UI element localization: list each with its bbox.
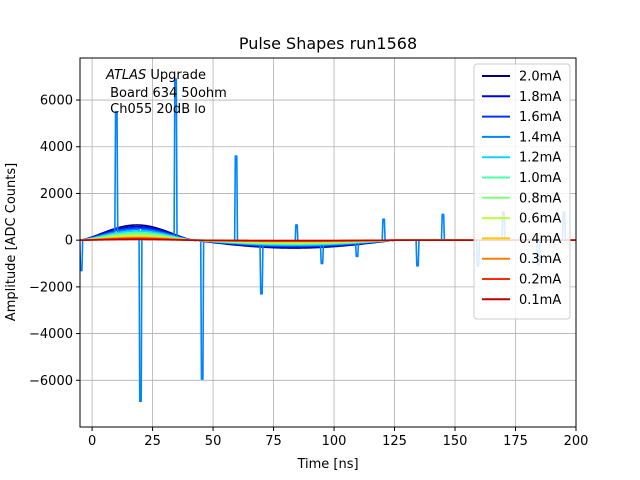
legend-label: 1.8mA — [519, 90, 561, 105]
chart-title: Pulse Shapes run1568 — [239, 34, 417, 53]
annotation-upgrade: Upgrade — [146, 68, 206, 83]
x-tick-label: 200 — [564, 434, 589, 449]
legend-label: 0.4mA — [519, 232, 561, 247]
annotation-line2: Board 634 50ohm — [106, 86, 227, 101]
x-tick-label: 75 — [265, 434, 282, 449]
x-tick-label: 0 — [88, 434, 96, 449]
y-tick-label: 2000 — [40, 187, 73, 202]
legend-label: 0.3mA — [519, 252, 561, 267]
legend-label: 0.8mA — [519, 191, 561, 206]
x-tick-label: 25 — [144, 434, 161, 449]
legend-label: 2.0mA — [519, 70, 561, 85]
legend-label: 1.4mA — [519, 130, 561, 145]
x-tick-label: 150 — [443, 434, 468, 449]
y-axis-label: Amplitude [ADC Counts] — [4, 163, 19, 321]
legend-box — [473, 63, 571, 320]
legend-label: 0.6mA — [519, 212, 561, 227]
legend-label: 1.6mA — [519, 110, 561, 125]
legend-label: 0.2mA — [519, 273, 561, 288]
x-axis-label: Time [ns] — [296, 457, 358, 472]
annotation-line1: ATLAS Upgrade — [105, 68, 206, 83]
annotation-line3: Ch055 20dB lo — [106, 102, 206, 117]
annotation-atlas: ATLAS — [105, 68, 146, 83]
plot-frame — [79, 57, 577, 428]
annotation: ATLAS Upgrade Board 634 50ohm Ch055 20dB… — [105, 68, 227, 117]
axis-ticks: 0 25 50 75 100 125 150 175 200 −6000 −4000 −2000 0 20… — [29, 94, 588, 449]
y-tick-label: 6000 — [40, 94, 73, 109]
legend: 2.0mA 1.8mA 1.6mA 1.4mA 1.2mA 1.0mA 0.8mA 0.6mA… — [473, 63, 571, 320]
y-tick-label: 4000 — [40, 140, 73, 155]
legend-label: 0.1mA — [519, 293, 561, 308]
legend-label: 1.0mA — [519, 171, 561, 186]
x-tick-label: 50 — [205, 434, 222, 449]
y-tick-label: 0 — [65, 234, 73, 249]
y-tick-label: −6000 — [29, 374, 73, 389]
x-tick-label: 175 — [503, 434, 528, 449]
legend-label: 1.2mA — [519, 151, 561, 166]
x-tick-label: 100 — [322, 434, 347, 449]
y-tick-label: −4000 — [29, 327, 73, 342]
x-tick-label: 125 — [382, 434, 407, 449]
y-tick-label: −2000 — [29, 280, 73, 295]
